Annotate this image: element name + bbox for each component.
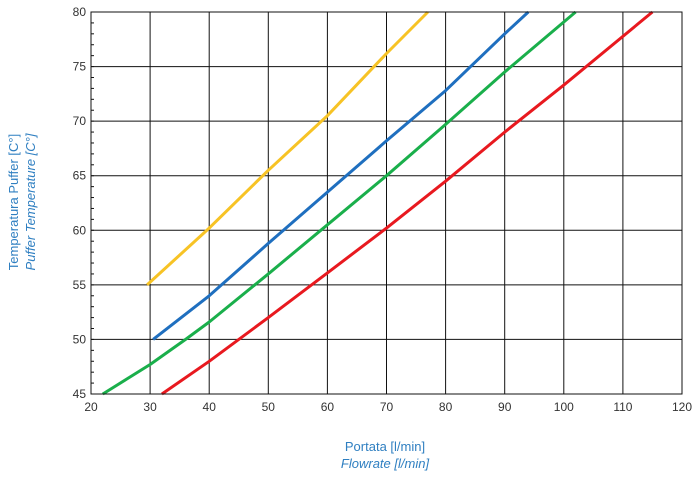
x-axis-title-en: Flowrate [l/min] <box>341 456 430 471</box>
plot-frame <box>90 11 683 395</box>
y-axis-title-en: Puffer Temperature [C°] <box>23 133 38 270</box>
x-tick-label: 60 <box>321 400 335 414</box>
grid <box>90 11 683 395</box>
y-tick-label: 70 <box>73 114 87 128</box>
x-tick-label: 120 <box>672 400 692 414</box>
y-tick-label: 60 <box>73 223 87 237</box>
x-tick-label: 70 <box>380 400 394 414</box>
x-tick-label: 50 <box>262 400 276 414</box>
y-axis-title: Temperatura Puffer [C°] <box>6 134 21 270</box>
tick-labels: 20 30 40 50 60 70 80 90 100 110 120 45 50 55 60 65 70 75 8… <box>73 5 693 414</box>
y-tick-label: 80 <box>73 5 87 19</box>
y-tick-label: 45 <box>73 387 87 401</box>
x-tick-label: 110 <box>613 400 632 414</box>
x-axis-title: Portata [l/min] <box>345 439 425 454</box>
x-tick-label: 40 <box>203 400 217 414</box>
y-tick-label: 65 <box>73 169 87 183</box>
series-line-2 <box>152 10 530 341</box>
series-layer <box>102 10 654 396</box>
x-tick-label: 20 <box>84 400 98 414</box>
series-line-1 <box>146 10 429 287</box>
y-tick-label: 55 <box>73 278 87 292</box>
series-line-4 <box>161 10 654 396</box>
x-tick-label: 90 <box>498 400 512 414</box>
y-tick-label: 50 <box>73 332 87 346</box>
x-tick-label: 80 <box>439 400 453 414</box>
x-tick-label: 100 <box>554 400 574 414</box>
x-tick-label: 30 <box>143 400 157 414</box>
y-tick-label: 75 <box>73 60 87 74</box>
series-line-3 <box>102 10 577 396</box>
